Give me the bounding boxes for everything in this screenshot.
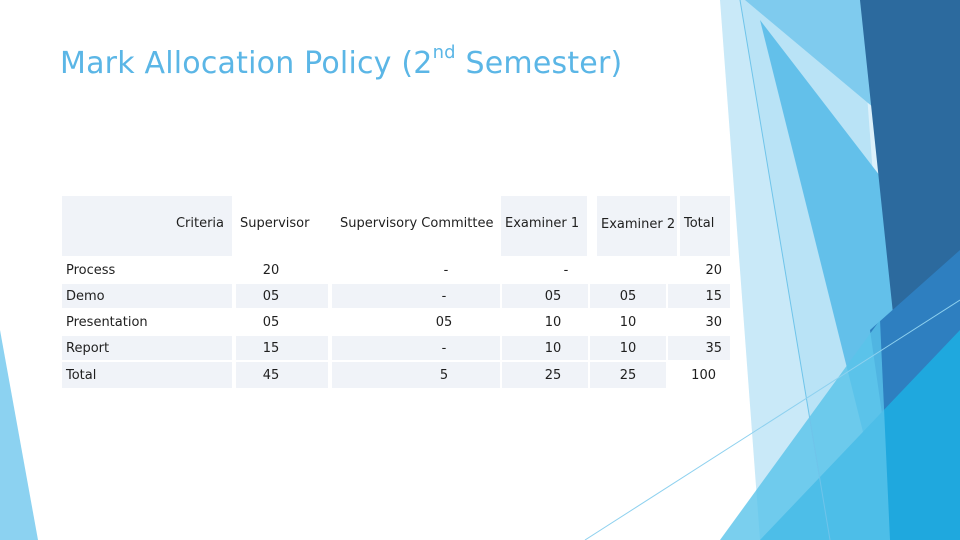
title-end: Semester)	[455, 46, 623, 81]
header-examiner-2: Examiner 2	[597, 196, 677, 256]
table-cell-examiner-2	[592, 258, 662, 282]
table-cell-examiner-1: 10	[502, 336, 588, 360]
table-cell-committee: 05	[435, 314, 453, 330]
table-row-criteria: Report	[62, 336, 232, 360]
table-row-criteria: Demo	[62, 284, 232, 308]
table-cell-examiner-1: 25	[502, 362, 588, 388]
table-cell-supervisor: 20	[262, 262, 280, 278]
title-superscript: nd	[432, 42, 456, 63]
table-cell-committee: 5	[332, 362, 500, 388]
table-cell-total: 20	[705, 262, 722, 278]
table-cell-total: 30	[705, 314, 722, 330]
decor-light-corner	[720, 320, 890, 540]
table-cell-supervisor: 05	[262, 314, 280, 330]
title-main: Mark Allocation Policy (2	[60, 46, 433, 81]
table-cell-supervisor: 15	[236, 336, 328, 360]
table-cell-supervisor: 45	[236, 362, 328, 388]
table-row-criteria: Process	[66, 262, 116, 278]
table-cell-examiner-2: 10	[590, 336, 666, 360]
table-cell-supervisor: 05	[236, 284, 328, 308]
table-cell-examiner-2: 10	[619, 314, 637, 330]
table-row-criteria: Total	[62, 362, 232, 388]
decor-thin-line-1	[739, 0, 831, 540]
decor-left-sliver	[0, 330, 38, 540]
table-cell-total: 15	[668, 284, 730, 308]
table-cell-committee: -	[332, 336, 500, 360]
table-cell-examiner-1: 05	[502, 284, 588, 308]
table-cell-examiner-1: -	[563, 262, 569, 278]
table-cell-examiner-1: 10	[544, 314, 562, 330]
header-committee: Supervisory Committee	[340, 216, 494, 231]
header-examiner-1: Examiner 1	[501, 196, 587, 256]
table-cell-committee: -	[443, 262, 449, 278]
table-row-criteria: Presentation	[66, 314, 148, 330]
table-cell-total: 100	[691, 367, 716, 383]
table-cell-total: 35	[668, 336, 730, 360]
table-cell-examiner-2: 05	[590, 284, 666, 308]
decor-thin-line-2	[584, 299, 960, 540]
header-total: Total	[680, 196, 730, 256]
page-title: Mark Allocation Policy (2nd Semester)	[60, 42, 623, 81]
table-cell-committee: -	[332, 284, 500, 308]
header-supervisor: Supervisor	[240, 216, 310, 231]
header-criteria: Criteria	[62, 196, 232, 256]
table-cell-examiner-2: 25	[590, 362, 666, 388]
